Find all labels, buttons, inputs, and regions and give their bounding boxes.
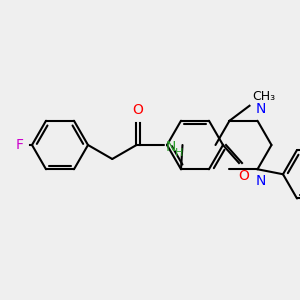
Text: N: N xyxy=(255,102,266,116)
Text: N: N xyxy=(255,174,266,188)
Text: O: O xyxy=(132,103,143,117)
Text: CH₃: CH₃ xyxy=(253,90,276,103)
Text: N: N xyxy=(166,140,176,154)
Text: H: H xyxy=(175,148,183,158)
Text: O: O xyxy=(238,169,249,183)
Text: F: F xyxy=(16,138,24,152)
